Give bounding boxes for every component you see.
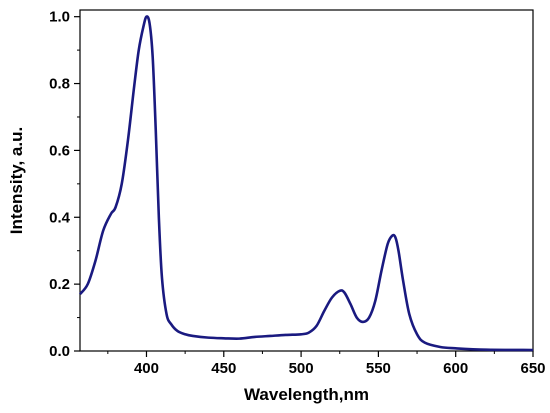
x-tick-label: 400 <box>134 360 159 377</box>
axis-ticks <box>74 16 534 357</box>
plot-frame <box>79 9 534 352</box>
x-tick-label: 600 <box>443 360 468 377</box>
x-tick-label: 550 <box>366 360 391 377</box>
y-tick-label: 0.0 <box>49 343 70 360</box>
x-axis-title: Wavelength,nm <box>244 385 369 404</box>
y-tick-label: 0.6 <box>49 142 70 159</box>
y-tick-label: 0.4 <box>49 209 71 226</box>
series-line <box>78 15 534 352</box>
x-tick-label: 450 <box>211 360 236 377</box>
series-group <box>78 15 534 352</box>
y-tick-label: 0.2 <box>49 276 70 293</box>
x-tick-label: 500 <box>289 360 314 377</box>
y-tick-label: 1.0 <box>49 9 70 26</box>
y-axis-title: Intensity, a.u. <box>7 127 26 234</box>
x-tick-label: 650 <box>520 360 545 377</box>
y-tick-label: 0.8 <box>49 76 70 93</box>
plot-border <box>79 9 534 352</box>
axis-tick-labels: 400 450 500 550 600 650 0.0 0.2 0.4 0.6 0.8 1.0 <box>49 9 545 377</box>
